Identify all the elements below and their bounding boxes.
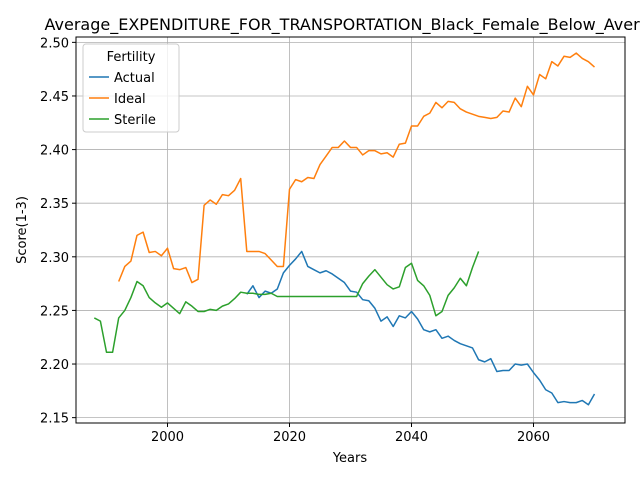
y-tick-label: 2.40 [40, 144, 69, 159]
series-line-ideal [119, 53, 595, 282]
y-tick-label: 2.35 [40, 197, 69, 212]
legend-label-ideal: Ideal [114, 92, 146, 107]
y-tick-label: 2.25 [40, 304, 69, 319]
y-axis-label: Score(1-3) [15, 196, 30, 264]
x-tick-label: 2040 [395, 430, 428, 445]
y-tick-label: 2.20 [40, 358, 69, 373]
legend-title: Fertility [107, 50, 156, 65]
chart-title: Average_EXPENDITURE_FOR_TRANSPORTATION_B… [45, 15, 640, 35]
x-tick-label: 2020 [273, 430, 306, 445]
y-tick-label: 2.30 [40, 251, 69, 266]
x-tick-label: 2000 [151, 430, 184, 445]
series-line-actual [247, 251, 595, 404]
y-tick-label: 2.15 [40, 412, 69, 427]
y-tick-label: 2.50 [40, 36, 69, 51]
x-axis-label: Years [332, 451, 368, 466]
x-tick-label: 2060 [517, 430, 550, 445]
legend-label-actual: Actual [114, 71, 155, 86]
y-tick-label: 2.45 [40, 90, 69, 105]
legend-label-sterile: Sterile [114, 113, 156, 128]
series-line-sterile [94, 251, 478, 352]
legend: Fertility Actual Ideal Sterile [83, 44, 179, 132]
